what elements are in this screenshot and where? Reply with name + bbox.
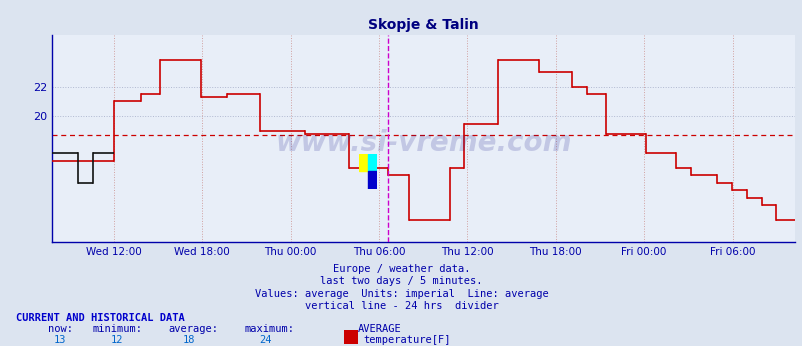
Text: 13: 13	[54, 335, 67, 345]
Text: www.si-vreme.com: www.si-vreme.com	[275, 129, 571, 156]
Text: average:: average:	[168, 324, 218, 334]
Text: CURRENT AND HISTORICAL DATA: CURRENT AND HISTORICAL DATA	[16, 313, 184, 323]
Text: maximum:: maximum:	[245, 324, 294, 334]
Text: minimum:: minimum:	[92, 324, 142, 334]
Text: 18: 18	[183, 335, 196, 345]
Text: 24: 24	[259, 335, 272, 345]
Text: temperature[F]: temperature[F]	[363, 335, 450, 345]
Bar	[367, 171, 376, 189]
Text: Europe / weather data.: Europe / weather data.	[332, 264, 470, 274]
Text: Values: average  Units: imperial  Line: average: Values: average Units: imperial Line: av…	[254, 289, 548, 299]
Text: now:: now:	[48, 324, 73, 334]
Bar	[358, 154, 367, 171]
Title: Skopje & Talin: Skopje & Talin	[368, 18, 478, 32]
Text: vertical line - 24 hrs  divider: vertical line - 24 hrs divider	[304, 301, 498, 311]
Text: AVERAGE: AVERAGE	[357, 324, 400, 334]
Bar	[367, 154, 376, 171]
Text: last two days / 5 minutes.: last two days / 5 minutes.	[320, 276, 482, 286]
Text: 12: 12	[111, 335, 124, 345]
